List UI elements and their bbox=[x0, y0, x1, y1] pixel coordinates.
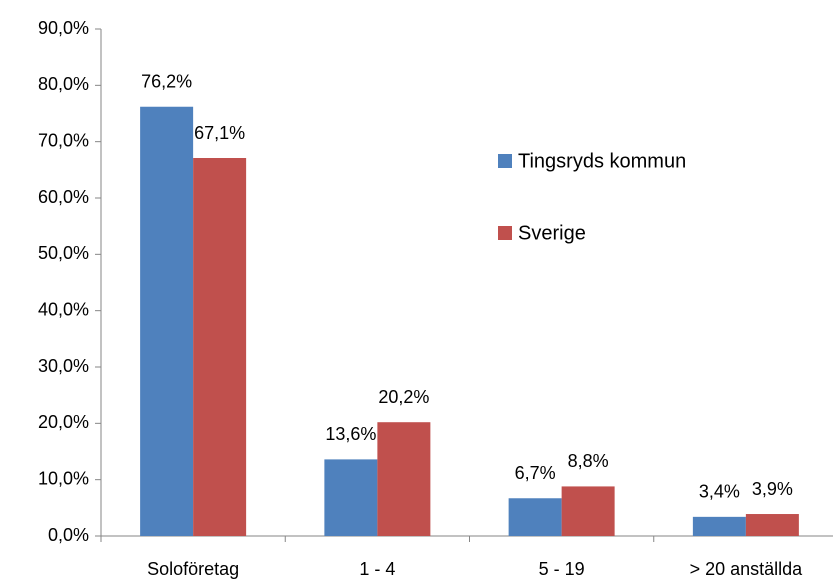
y-tick-label: 50,0% bbox=[38, 243, 89, 263]
y-tick-label: 10,0% bbox=[38, 468, 89, 488]
bar bbox=[193, 158, 247, 536]
y-tick-label: 60,0% bbox=[38, 187, 89, 207]
legend-label: Sverige bbox=[518, 222, 586, 244]
value-label: 13,6% bbox=[325, 424, 376, 444]
value-label: 20,2% bbox=[378, 387, 429, 407]
y-tick-label: 80,0% bbox=[38, 74, 89, 94]
value-label: 76,2% bbox=[141, 71, 192, 91]
y-tick-label: 20,0% bbox=[38, 412, 89, 432]
value-label: 8,8% bbox=[568, 451, 609, 471]
value-label: 67,1% bbox=[194, 123, 245, 143]
value-label: 3,9% bbox=[752, 479, 793, 499]
bar bbox=[508, 498, 562, 536]
value-label: 6,7% bbox=[515, 463, 556, 483]
legend-swatch bbox=[498, 154, 512, 168]
bar bbox=[377, 422, 431, 536]
bar bbox=[324, 459, 378, 536]
y-tick-label: 30,0% bbox=[38, 356, 89, 376]
legend-swatch bbox=[498, 226, 512, 240]
y-tick-label: 40,0% bbox=[38, 299, 89, 319]
x-tick-label: > 20 anställda bbox=[690, 559, 804, 579]
bar bbox=[692, 516, 746, 536]
x-tick-label: 5 - 19 bbox=[539, 559, 585, 579]
value-label: 3,4% bbox=[699, 482, 740, 502]
x-tick-label: 1 - 4 bbox=[359, 559, 395, 579]
x-tick-label: Soloföretag bbox=[147, 559, 239, 579]
y-tick-label: 0,0% bbox=[48, 525, 89, 545]
bar bbox=[745, 514, 799, 536]
legend-label: Tingsryds kommun bbox=[518, 150, 686, 172]
y-tick-label: 70,0% bbox=[38, 130, 89, 150]
bar bbox=[140, 106, 194, 537]
bar bbox=[561, 486, 615, 536]
y-tick-label: 90,0% bbox=[38, 18, 89, 38]
